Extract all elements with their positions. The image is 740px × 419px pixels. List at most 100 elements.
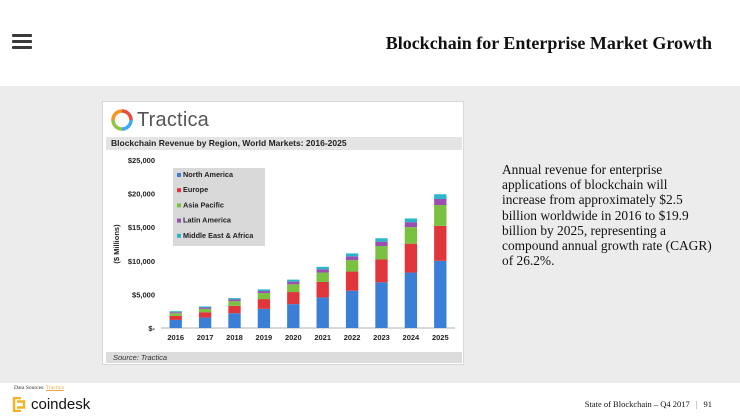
x-tick-label: 2023 — [373, 333, 390, 342]
data-sources: Data Sources: Tractica — [14, 385, 64, 391]
bar-asia-pacific-2018 — [228, 301, 241, 306]
legend-swatch — [177, 173, 181, 177]
legend-label: Middle East & Africa — [183, 231, 254, 240]
x-tick-label: 2025 — [432, 333, 449, 342]
x-tick-label: 2019 — [256, 333, 273, 342]
bar-latin-america-2023 — [375, 241, 388, 247]
bar-europe-2020 — [287, 292, 300, 305]
x-tick-label: 2017 — [197, 333, 214, 342]
legend-box — [173, 168, 265, 246]
y-tick-label: $20,000 — [128, 190, 155, 199]
stacked-bar-chart: $- $5,000 $10,000 $15,000 $20,000 $25,000 ($ M… — [112, 156, 455, 342]
bar-latin-america-2017 — [198, 307, 212, 309]
bar-latin-america-2025 — [434, 198, 447, 206]
page-number: 91 — [703, 399, 713, 409]
header-bar: Blockchain for Enterprise Market Growth — [0, 0, 740, 86]
x-tick-label: 2021 — [314, 333, 331, 342]
bar-latin-america-2021 — [316, 269, 329, 273]
chart-card: Tractica Blockchain Revenue by Region, W… — [102, 101, 464, 365]
bar-europe-2025 — [434, 225, 447, 261]
bar-latin-america-2019 — [257, 291, 271, 294]
chart-title: Blockchain Revenue by Region, World Mark… — [111, 138, 347, 148]
bar-latin-america-2020 — [287, 281, 300, 285]
tractica-logo-icon — [111, 109, 133, 131]
bar-europe-2024 — [404, 243, 418, 273]
legend-label: Latin America — [183, 216, 232, 225]
bar-europe-2021 — [316, 281, 329, 298]
bar-north-america-2020 — [287, 304, 300, 328]
bar-asia-pacific-2019 — [257, 293, 271, 300]
data-sources-label: Data Sources: — [14, 385, 45, 391]
hamburger-menu-icon[interactable] — [12, 34, 32, 50]
bar-latin-america-2016 — [169, 312, 182, 314]
bar-europe-2016 — [169, 315, 182, 320]
bar-north-america-2017 — [198, 317, 212, 328]
bar-europe-2022 — [345, 271, 359, 291]
y-axis-label: ($ Millions) — [112, 224, 121, 264]
bar-north-america-2018 — [228, 313, 241, 328]
bar-asia-pacific-2016 — [169, 313, 182, 316]
x-tick-label: 2016 — [167, 333, 184, 342]
summary-text: Annual revenue for enterprise applicatio… — [502, 162, 712, 269]
bar-middle-east-africa-2018 — [228, 298, 241, 300]
bar-europe-2019 — [257, 299, 271, 309]
bar-asia-pacific-2024 — [404, 227, 418, 244]
bar-europe-2023 — [375, 259, 388, 283]
bar-latin-america-2024 — [404, 222, 418, 228]
page-footer: State of Blockchain – Q4 2017 | 91 — [585, 399, 712, 409]
y-tick-label: $10,000 — [128, 257, 155, 266]
report-name: State of Blockchain – Q4 2017 — [584, 399, 690, 409]
coindesk-logo: coindesk — [12, 396, 90, 413]
bar-asia-pacific-2021 — [316, 272, 329, 282]
y-tick-label: $25,000 — [128, 156, 155, 165]
y-tick-label: $5,000 — [132, 290, 155, 299]
bar-middle-east-africa-2017 — [198, 306, 212, 308]
y-tick-label: $15,000 — [128, 223, 155, 232]
bar-middle-east-africa-2021 — [316, 266, 329, 270]
legend-label: Europe — [183, 185, 208, 194]
bar-middle-east-africa-2020 — [287, 279, 300, 282]
x-tick-label: 2022 — [344, 333, 361, 342]
x-tick-label: 2018 — [226, 333, 243, 342]
legend-swatch — [177, 188, 181, 193]
bar-north-america-2025 — [434, 260, 447, 328]
tractica-logo: Tractica — [111, 107, 209, 133]
bar-middle-east-africa-2019 — [257, 289, 271, 292]
x-tick-label: 2020 — [285, 333, 302, 342]
bar-middle-east-africa-2025 — [434, 194, 447, 199]
legend-label: Asia Pacific — [183, 200, 224, 209]
legend-swatch — [177, 203, 181, 208]
bar-middle-east-africa-2022 — [345, 253, 359, 257]
legend-swatch — [177, 233, 181, 238]
x-tick-label: 2024 — [403, 333, 421, 342]
bar-latin-america-2022 — [345, 256, 359, 261]
bar-asia-pacific-2017 — [198, 308, 212, 313]
bar-europe-2017 — [198, 312, 212, 318]
legend-swatch — [177, 218, 181, 223]
bar-asia-pacific-2020 — [287, 284, 300, 293]
coindesk-logo-text: coindesk — [31, 396, 91, 413]
tractica-logo-text: Tractica — [137, 108, 209, 131]
bar-middle-east-africa-2023 — [375, 238, 388, 242]
footer — [0, 383, 740, 419]
bar-europe-2018 — [228, 305, 241, 314]
bar-north-america-2022 — [345, 290, 359, 328]
source-bar — [106, 352, 462, 363]
bar-north-america-2019 — [257, 308, 271, 328]
bar-asia-pacific-2022 — [345, 260, 359, 272]
bar-north-america-2024 — [404, 272, 418, 328]
bar-middle-east-africa-2024 — [404, 218, 418, 223]
bar-north-america-2016 — [169, 319, 182, 328]
bar-asia-pacific-2025 — [434, 205, 447, 226]
chart-source: Source: Tractica — [113, 353, 168, 362]
bar-middle-east-africa-2016 — [169, 311, 182, 313]
slide-title: Blockchain for Enterprise Market Growth — [385, 33, 712, 53]
chart-title-bar — [106, 137, 462, 150]
bar-latin-america-2018 — [228, 299, 241, 302]
legend-label: North America — [183, 170, 234, 179]
bar-north-america-2023 — [375, 282, 388, 328]
bar-north-america-2021 — [316, 297, 329, 328]
coindesk-logo-icon — [12, 397, 26, 412]
data-sources-link[interactable]: Tractica — [45, 385, 64, 391]
y-tick-label: $- — [148, 324, 155, 333]
